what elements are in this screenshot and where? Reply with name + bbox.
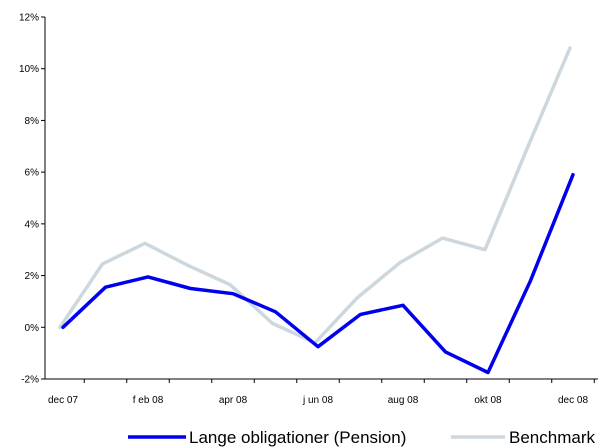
legend: Lange obligationer (Pension) Benchmark (128, 428, 595, 447)
x-axis-ticks: dec 07 f eb 08 apr 08 j un 08 aug 08 okt 08 de… (48, 379, 595, 406)
x-tick-label: dec 07 (48, 395, 78, 406)
y-tick-label: 8% (25, 116, 40, 127)
y-tick-label: 12% (19, 13, 39, 24)
y-axis-ticks: -2% 0% 2% 4% 6% 8% 10% 12% (19, 13, 45, 386)
series-lines (58, 46, 575, 375)
x-tick-label: dec 08 (558, 395, 588, 406)
x-tick-label: j un 08 (302, 395, 333, 406)
y-tick-label: 4% (25, 219, 40, 230)
y-tick-label: 10% (19, 64, 39, 75)
x-tick-label: f eb 08 (133, 395, 164, 406)
x-tick-label: apr 08 (219, 395, 248, 406)
y-tick-label: 0% (25, 323, 40, 334)
y-tick-label: 2% (25, 271, 40, 282)
series-line-benchmark (58, 46, 572, 345)
legend-label: Benchmark (509, 428, 595, 447)
y-tick-label: 6% (25, 168, 40, 179)
series-line-lange-obligationer (61, 172, 575, 375)
x-tick-label: okt 08 (474, 395, 502, 406)
x-tick-label: aug 08 (388, 395, 419, 406)
legend-label: Lange obligationer (Pension) (189, 428, 406, 447)
y-tick-label: -2% (21, 375, 39, 386)
axes (44, 17, 598, 380)
